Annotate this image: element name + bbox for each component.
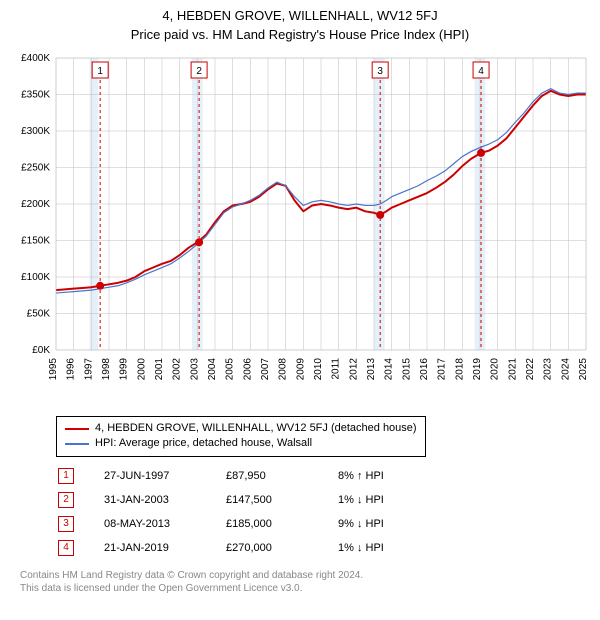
svg-text:2013: 2013 xyxy=(366,358,377,381)
svg-text:1998: 1998 xyxy=(101,358,112,381)
svg-text:2008: 2008 xyxy=(278,358,289,381)
marker-date: 08-MAY-2013 xyxy=(104,513,224,535)
marker-date: 27-JUN-1997 xyxy=(104,465,224,487)
marker-number-box: 3 xyxy=(58,516,74,532)
svg-text:1995: 1995 xyxy=(48,358,59,381)
svg-text:2022: 2022 xyxy=(525,358,536,381)
marker-delta: 1% ↓ HPI xyxy=(338,489,428,511)
svg-text:2000: 2000 xyxy=(136,358,147,381)
marker-row: 4 21-JAN-2019£270,0001% ↓ HPI xyxy=(58,537,428,559)
svg-text:£300K: £300K xyxy=(21,126,50,137)
svg-text:2016: 2016 xyxy=(419,358,430,381)
svg-text:2011: 2011 xyxy=(331,358,342,380)
legend-label: HPI: Average price, detached house, Wals… xyxy=(95,436,312,451)
svg-text:2007: 2007 xyxy=(260,358,271,381)
svg-text:2: 2 xyxy=(196,66,202,77)
svg-text:4: 4 xyxy=(478,66,484,77)
chart-svg: £0K £50K £100K £150K £200K £250K £300K £350K £40… xyxy=(10,50,590,410)
title-subtitle: Price paid vs. HM Land Registry's House … xyxy=(10,27,590,42)
marker-row: 3 08-MAY-2013£185,0009% ↓ HPI xyxy=(58,513,428,535)
svg-text:2017: 2017 xyxy=(437,358,448,381)
svg-text:3: 3 xyxy=(377,66,383,77)
svg-text:£0K: £0K xyxy=(32,345,50,356)
svg-text:2014: 2014 xyxy=(384,358,395,381)
svg-text:2004: 2004 xyxy=(207,358,218,381)
svg-text:2018: 2018 xyxy=(454,358,465,381)
svg-text:2012: 2012 xyxy=(348,358,359,381)
svg-text:2003: 2003 xyxy=(189,358,200,381)
svg-text:2021: 2021 xyxy=(507,358,518,381)
title-address: 4, HEBDEN GROVE, WILLENHALL, WV12 5FJ xyxy=(10,8,590,23)
svg-text:1999: 1999 xyxy=(119,358,130,381)
title-block: 4, HEBDEN GROVE, WILLENHALL, WV12 5FJ Pr… xyxy=(10,8,590,42)
footer: Contains HM Land Registry data © Crown c… xyxy=(20,569,590,595)
svg-text:£200K: £200K xyxy=(21,199,50,210)
chart: £0K £50K £100K £150K £200K £250K £300K £350K £40… xyxy=(10,50,590,410)
marker-number-box: 2 xyxy=(58,492,74,508)
svg-text:2020: 2020 xyxy=(490,358,501,381)
svg-text:£50K: £50K xyxy=(27,309,51,320)
marker-price: £87,950 xyxy=(226,465,336,487)
svg-text:2001: 2001 xyxy=(154,358,165,381)
svg-text:£150K: £150K xyxy=(21,236,50,247)
svg-text:2015: 2015 xyxy=(401,358,412,381)
svg-text:£250K: £250K xyxy=(21,163,50,174)
marker-delta: 1% ↓ HPI xyxy=(338,537,428,559)
marker-number-box: 1 xyxy=(58,468,74,484)
svg-text:£350K: £350K xyxy=(21,90,50,101)
svg-text:£400K: £400K xyxy=(21,53,50,64)
legend-item: HPI: Average price, detached house, Wals… xyxy=(65,436,417,451)
marker-row: 1 27-JUN-1997£87,9508% ↑ HPI xyxy=(58,465,428,487)
marker-number-box: 4 xyxy=(58,540,74,556)
svg-text:1996: 1996 xyxy=(66,358,77,381)
legend: 4, HEBDEN GROVE, WILLENHALL, WV12 5FJ (d… xyxy=(56,416,426,457)
marker-delta: 8% ↑ HPI xyxy=(338,465,428,487)
svg-text:2010: 2010 xyxy=(313,358,324,381)
svg-text:£100K: £100K xyxy=(21,272,50,283)
svg-text:1: 1 xyxy=(97,66,103,77)
marker-date: 31-JAN-2003 xyxy=(104,489,224,511)
marker-price: £270,000 xyxy=(226,537,336,559)
marker-price: £185,000 xyxy=(226,513,336,535)
svg-text:2009: 2009 xyxy=(295,358,306,381)
footer-line-2: This data is licensed under the Open Gov… xyxy=(20,582,590,595)
marker-table: 127-JUN-1997£87,9508% ↑ HPI231-JAN-2003£… xyxy=(56,463,430,561)
legend-item: 4, HEBDEN GROVE, WILLENHALL, WV12 5FJ (d… xyxy=(65,421,417,436)
svg-text:2024: 2024 xyxy=(560,358,571,381)
svg-text:2023: 2023 xyxy=(543,358,554,381)
svg-text:2025: 2025 xyxy=(578,358,589,381)
marker-delta: 9% ↓ HPI xyxy=(338,513,428,535)
svg-text:1997: 1997 xyxy=(83,358,94,381)
svg-text:2005: 2005 xyxy=(225,358,236,381)
svg-text:2006: 2006 xyxy=(242,358,253,381)
svg-text:2019: 2019 xyxy=(472,358,483,381)
legend-label: 4, HEBDEN GROVE, WILLENHALL, WV12 5FJ (d… xyxy=(95,421,417,436)
footer-line-1: Contains HM Land Registry data © Crown c… xyxy=(20,569,590,582)
legend-swatch xyxy=(65,443,89,445)
marker-price: £147,500 xyxy=(226,489,336,511)
legend-swatch xyxy=(65,428,89,430)
marker-row: 2 31-JAN-2003£147,5001% ↓ HPI xyxy=(58,489,428,511)
marker-date: 21-JAN-2019 xyxy=(104,537,224,559)
svg-text:2002: 2002 xyxy=(172,358,183,381)
chart-container: 4, HEBDEN GROVE, WILLENHALL, WV12 5FJ Pr… xyxy=(0,0,600,605)
